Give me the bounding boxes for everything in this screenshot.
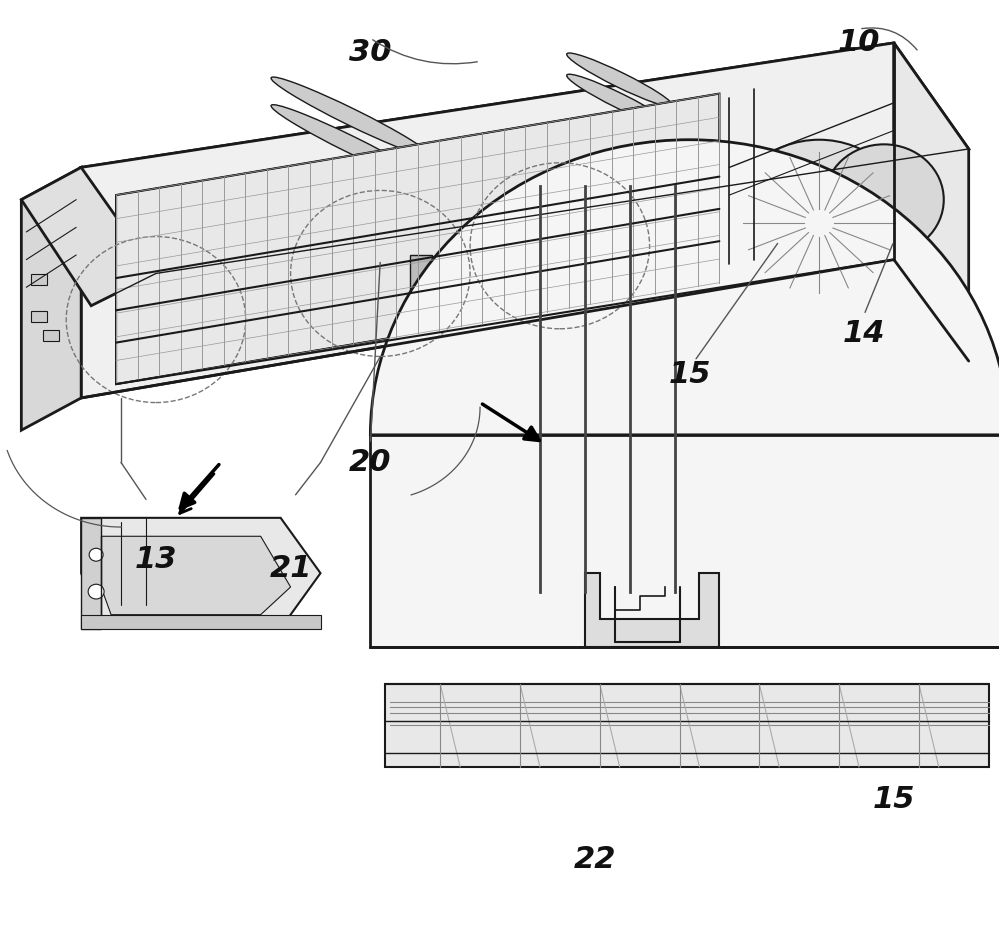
Circle shape [801, 206, 837, 240]
Polygon shape [21, 167, 81, 430]
Polygon shape [81, 43, 969, 274]
Text: 15: 15 [873, 784, 915, 814]
Polygon shape [116, 93, 719, 384]
Text: 20: 20 [349, 448, 392, 477]
Circle shape [824, 144, 944, 255]
Polygon shape [101, 536, 291, 615]
Text: 30: 30 [349, 38, 392, 67]
Text: 21: 21 [269, 554, 312, 583]
Ellipse shape [567, 74, 673, 128]
Polygon shape [81, 518, 101, 628]
Polygon shape [894, 43, 969, 361]
Polygon shape [81, 43, 894, 398]
Circle shape [88, 585, 104, 599]
Circle shape [729, 140, 909, 306]
Bar [410, 255, 432, 292]
Bar [31, 275, 47, 286]
Ellipse shape [271, 77, 430, 156]
Polygon shape [21, 167, 156, 306]
Text: 22: 22 [573, 845, 616, 873]
Text: 10: 10 [838, 29, 880, 57]
Ellipse shape [271, 105, 430, 184]
Circle shape [89, 549, 103, 561]
Wedge shape [370, 140, 1000, 435]
Text: 14: 14 [843, 319, 885, 348]
Bar [31, 311, 47, 322]
Bar [43, 329, 59, 340]
Ellipse shape [567, 53, 673, 106]
Polygon shape [385, 684, 989, 767]
Polygon shape [81, 518, 320, 628]
Text: 15: 15 [668, 361, 711, 389]
Text: 13: 13 [135, 545, 177, 574]
Polygon shape [585, 574, 719, 647]
Bar [370, 435, 1000, 647]
Polygon shape [81, 615, 320, 628]
